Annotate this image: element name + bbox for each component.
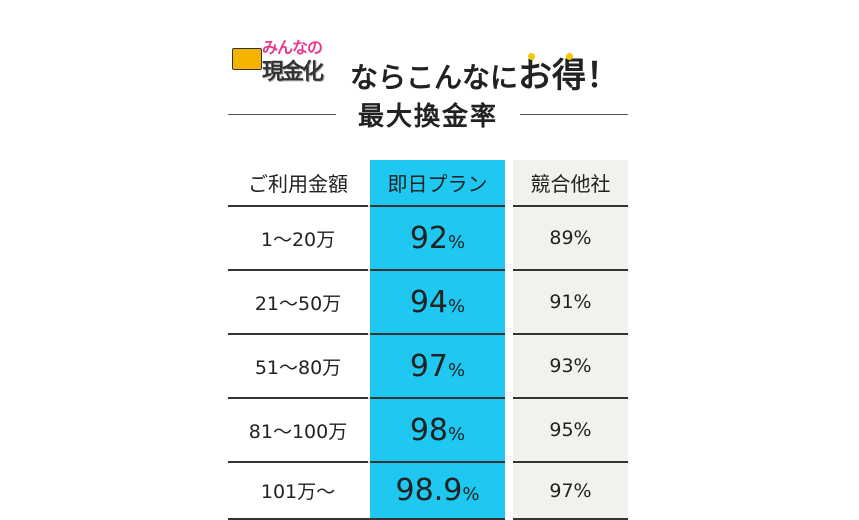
logo: みんなの 現金化	[228, 34, 348, 90]
plan-unit: %	[448, 359, 466, 381]
divider	[520, 113, 629, 115]
plan-cell: 98%	[368, 397, 513, 462]
table-row: 101万〜 98.9% 97%	[228, 461, 628, 520]
header-amount: ご利用金額	[248, 172, 348, 196]
plan-rate: 98.9	[395, 473, 463, 508]
plan-unit: %	[448, 231, 466, 253]
tagline-emph-text: お得！	[518, 56, 621, 96]
table-header: ご利用金額 即日プラン 競合他社	[228, 160, 628, 206]
plan-rate: 94	[409, 284, 449, 320]
plan-cell: 92%	[368, 205, 513, 270]
tagline-text: ならこんなに	[350, 61, 519, 94]
divider	[228, 113, 336, 115]
header-plan: 即日プラン	[368, 160, 513, 206]
rival-cell: 93%	[509, 333, 628, 398]
header-rival: 競合他社	[509, 160, 628, 206]
rate-table: ご利用金額 即日プラン 競合他社 1〜20万 92% 89% 21〜50万 94%…	[228, 160, 628, 520]
amount-cell: 101万〜	[228, 461, 369, 520]
header: みんなの 現金化 ならこんなにお得！	[228, 30, 628, 96]
amount-cell: 51〜80万	[228, 333, 369, 398]
plan-cell: 97%	[368, 333, 513, 398]
subtitle-text: 最大換金率	[358, 101, 499, 132]
plan-cell: 98.9%	[368, 461, 513, 520]
rival-cell: 97%	[509, 461, 628, 520]
emphasis-dot	[566, 53, 574, 60]
logo-top-text: みんなの	[262, 38, 323, 57]
subtitle: 最大換金率	[228, 96, 629, 132]
amount-cell: 21〜50万	[228, 269, 369, 334]
card-icon	[232, 48, 262, 70]
plan-rate: 98	[409, 412, 449, 448]
plan-unit: %	[448, 423, 466, 445]
table-row: 81〜100万 98% 95%	[228, 397, 628, 462]
table-row: 1〜20万 92% 89%	[228, 205, 628, 270]
amount-cell: 1〜20万	[228, 205, 369, 270]
table-row: 51〜80万 97% 93%	[228, 333, 628, 398]
plan-rate: 97	[409, 348, 449, 384]
emphasis-dot	[528, 53, 536, 60]
rival-cell: 91%	[509, 269, 628, 334]
rival-cell: 89%	[509, 205, 628, 270]
plan-unit: %	[462, 484, 480, 505]
logo-bottom-text: 現金化	[262, 60, 324, 85]
plan-cell: 94%	[368, 269, 513, 334]
plan-unit: %	[448, 295, 466, 317]
tagline: ならこんなにお得！	[350, 48, 620, 97]
tagline-emphasis: お得！	[518, 53, 621, 96]
rival-cell: 95%	[509, 397, 628, 462]
amount-cell: 81〜100万	[228, 397, 369, 462]
plan-rate: 92	[409, 220, 449, 256]
table-row: 21〜50万 94% 91%	[228, 269, 628, 334]
